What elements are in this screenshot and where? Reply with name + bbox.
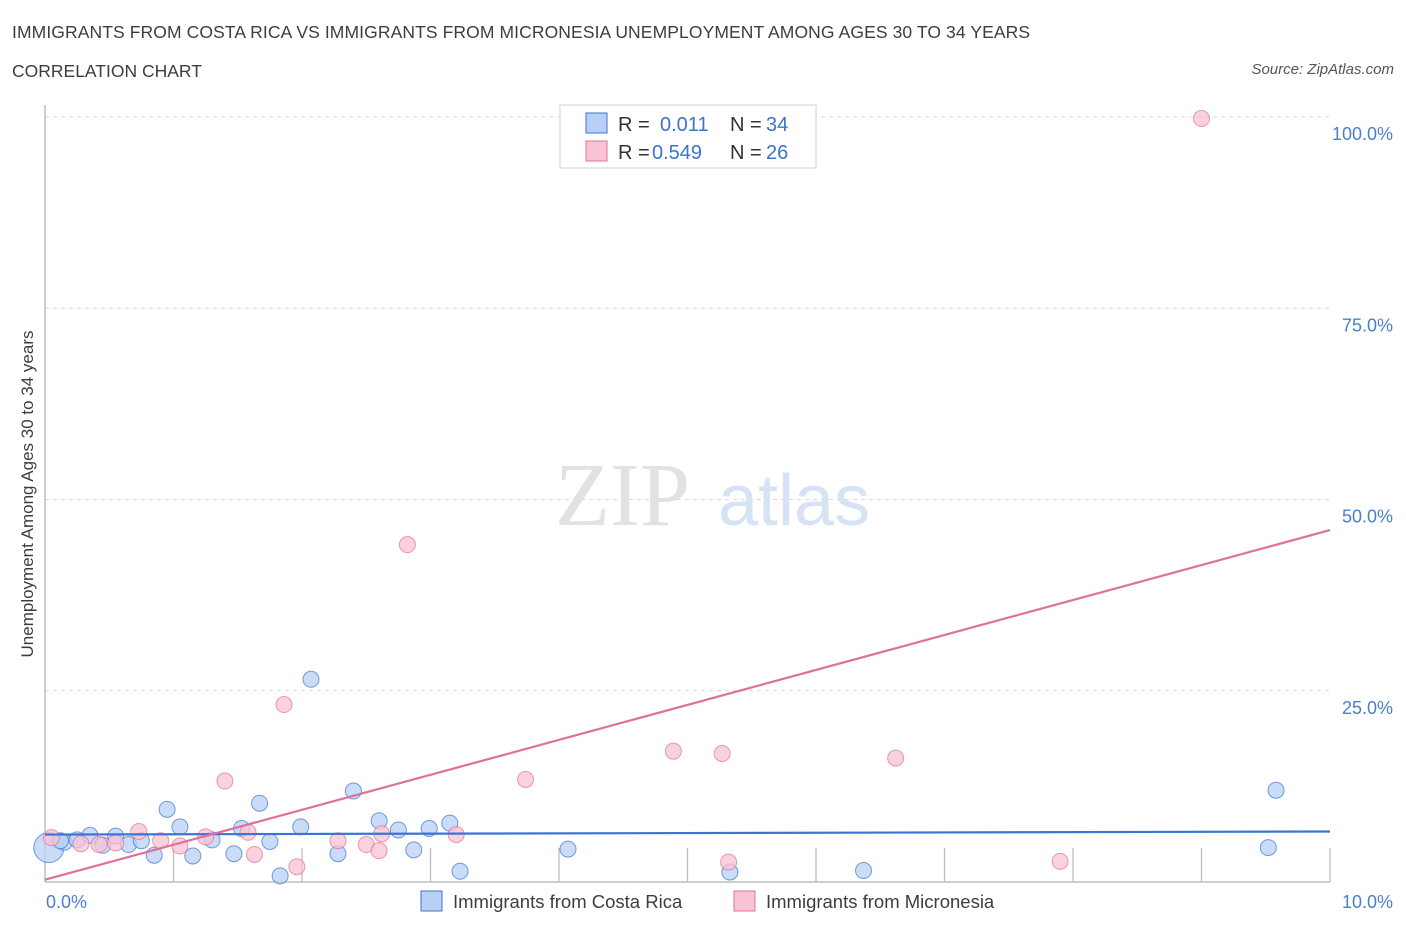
costa-rica-point — [225, 845, 243, 863]
costa-rica-point — [389, 821, 407, 839]
tick-labels: 100.0% 75.0% 50.0% 25.0% 0.0% 10.0% — [46, 124, 1393, 912]
costa-rica-point — [405, 841, 423, 859]
micronesia-point — [370, 842, 388, 860]
micronesia-point — [664, 742, 682, 760]
x-tick-label: 10.0% — [1342, 892, 1393, 912]
micronesia-point — [130, 823, 148, 841]
y-tick-label: 75.0% — [1342, 315, 1393, 335]
costa-rica-point — [184, 847, 202, 865]
legend: Immigrants from Costa Rica Immigrants fr… — [420, 890, 995, 912]
costa-rica-point — [261, 832, 279, 850]
legend-swatch-micronesia — [733, 890, 756, 912]
y-tick-label: 50.0% — [1342, 507, 1393, 527]
micronesia-point — [245, 845, 263, 863]
micronesia-point — [1051, 852, 1069, 870]
source-note: Source: ZipAtlas.com — [1251, 61, 1394, 78]
costa-rica-point — [559, 840, 577, 858]
watermark-atlas: atlas — [718, 461, 870, 541]
costa-rica-point — [158, 800, 176, 818]
y-axis-label: Unemployment Among Ages 30 to 34 years — [18, 331, 37, 658]
micronesia-point — [288, 858, 306, 876]
stats-swatch-pink — [585, 140, 608, 162]
costa-rica-point — [855, 862, 873, 880]
stats-n-value: 26 — [766, 142, 788, 164]
watermark-zip: ZIP — [555, 446, 690, 545]
stats-box: R = 0.011 N = 34 R = 0.549 N = 26 — [559, 104, 817, 169]
stats-r-label: R = — [618, 142, 650, 164]
stats-n-label: N = — [730, 142, 762, 164]
micronesia-point — [107, 834, 125, 852]
micronesia-point — [720, 853, 738, 871]
stats-r-value: 0.011 — [660, 114, 709, 136]
micronesia-point — [216, 772, 234, 790]
chart-subtitle: CORRELATION CHART — [12, 61, 202, 81]
stats-n-label: N = — [730, 114, 762, 136]
stats-r-label: R = — [618, 114, 650, 136]
costa-rica-point — [302, 670, 320, 688]
x-tick-label: 0.0% — [46, 892, 87, 912]
costa-rica-point — [271, 867, 289, 885]
micronesia-point — [72, 835, 90, 853]
micronesia-trend-line — [44, 529, 1331, 881]
costa-rica-point — [171, 818, 189, 836]
micronesia-point — [398, 536, 416, 554]
costa-rica-point — [1267, 781, 1285, 799]
stats-swatch-blue — [585, 112, 608, 134]
data-points — [33, 110, 1285, 885]
micronesia-point — [329, 832, 347, 850]
costa-rica-point — [1259, 839, 1277, 857]
trend-lines — [44, 529, 1331, 881]
costa-rica-point — [292, 818, 310, 836]
micronesia-point — [887, 749, 905, 767]
costa-rica-point — [251, 794, 269, 812]
micronesia-point — [1193, 110, 1210, 128]
costa-rica-point — [451, 862, 469, 880]
stats-n-value: 34 — [766, 114, 788, 136]
micronesia-point — [713, 744, 731, 762]
watermark: ZIP atlas — [555, 446, 870, 545]
chart-title: IMMIGRANTS FROM COSTA RICA VS IMMIGRANTS… — [12, 22, 1031, 42]
legend-label-micronesia: Immigrants from Micronesia — [766, 891, 995, 912]
y-tick-label: 25.0% — [1342, 698, 1393, 718]
micronesia-point — [517, 770, 535, 788]
y-tick-label: 100.0% — [1332, 124, 1393, 144]
axes — [44, 105, 1331, 883]
stats-r-value: 0.549 — [652, 142, 702, 164]
micronesia-point — [42, 829, 60, 847]
costa-rica-trend-line — [44, 830, 1331, 836]
micronesia-point — [275, 696, 293, 714]
costa-rica-point — [420, 819, 438, 837]
grid-lines — [45, 116, 1330, 692]
legend-swatch-costa-rica — [420, 890, 443, 912]
micronesia-point — [90, 836, 108, 854]
legend-label-costa-rica: Immigrants from Costa Rica — [453, 891, 683, 912]
